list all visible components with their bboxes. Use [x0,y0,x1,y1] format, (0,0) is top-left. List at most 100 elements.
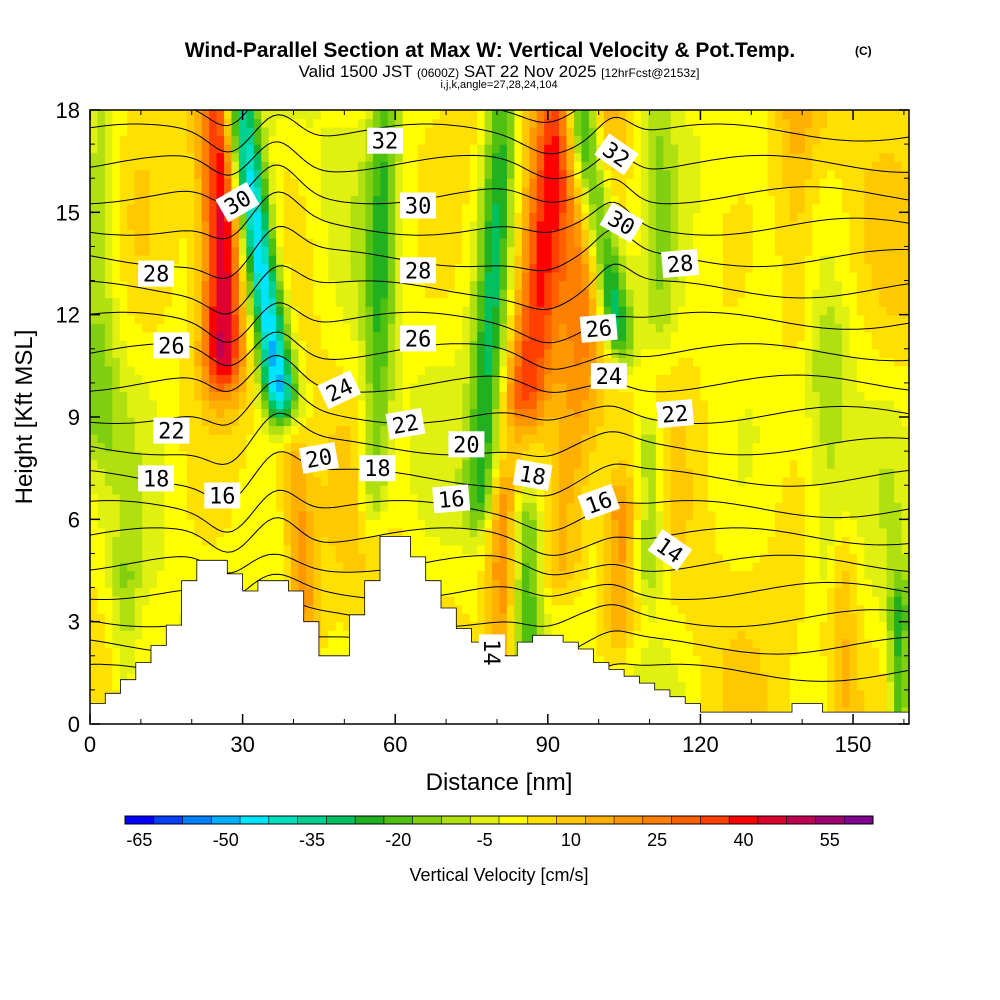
velocity-cell [871,510,880,520]
velocity-cell [715,604,724,614]
velocity-cell [246,357,255,367]
velocity-cell [410,468,419,478]
velocity-cell [104,442,113,452]
velocity-cell [477,365,486,375]
velocity-cell [425,417,434,427]
velocity-cell [707,579,717,589]
velocity-cell [119,365,128,375]
velocity-cell [253,527,262,537]
velocity-cell [797,399,806,410]
velocity-cell [402,434,411,444]
velocity-cell [819,536,828,546]
velocity-cell [663,672,672,682]
velocity-cell [588,544,597,555]
velocity-cell [559,434,568,444]
velocity-cell [678,485,687,495]
velocity-cell [812,493,821,503]
velocity-cell [343,519,352,529]
velocity-cell [276,434,285,444]
velocity-cell [655,391,664,401]
velocity-cell [559,459,568,469]
velocity-cell [506,442,515,452]
velocity-cell [827,570,836,580]
velocity-cell [134,374,143,384]
velocity-cell [827,604,836,614]
velocity-cell [648,621,657,631]
velocity-cell [112,365,121,375]
velocity-cell [752,544,761,555]
velocity-cell [626,408,635,418]
velocity-cell [864,408,873,418]
velocity-cell [477,553,486,563]
velocity-cell [633,485,642,495]
velocity-cell [142,544,151,555]
velocity-cell [119,451,128,461]
velocity-cell [640,382,650,393]
velocity-cell [410,510,419,520]
velocity-cell [871,442,880,452]
velocity-cell [90,536,99,546]
velocity-cell [231,417,240,427]
velocity-cell [663,468,672,478]
velocity-cell [328,638,337,648]
velocity-cell [477,485,486,495]
velocity-cell [715,553,724,563]
velocity-cell [901,365,909,375]
velocity-cell [685,493,694,503]
velocity-cell [737,706,746,717]
velocity-cell [521,391,530,401]
velocity-cell [134,630,143,640]
velocity-cell [119,544,128,555]
velocity-cell [477,536,486,546]
velocity-cell [752,510,761,520]
velocity-cell [588,417,597,427]
velocity-cell [618,664,627,674]
velocity-cell [127,502,136,512]
velocity-cell [320,527,329,537]
velocity-cell [112,374,121,384]
velocity-cell [343,451,352,461]
velocity-cell [879,587,888,597]
velocity-cell [343,434,352,444]
velocity-cell [886,681,895,691]
velocity-cell [410,536,419,546]
velocity-cell [104,391,113,401]
velocity-cell [372,374,381,384]
velocity-cell [119,664,128,674]
velocity-cell [462,519,471,529]
velocity-cell [737,527,746,537]
velocity-cell [566,468,575,478]
velocity-cell [685,681,694,691]
velocity-cell [901,613,909,623]
velocity-cell [477,408,486,418]
velocity-cell [789,672,798,682]
velocity-cell [484,493,493,503]
velocity-cell [827,587,836,597]
velocity-cell [879,544,888,555]
velocity-cell [224,459,233,469]
velocity-cell [737,459,746,469]
velocity-cell [901,689,909,700]
velocity-cell [648,425,657,435]
velocity-cell [834,459,843,469]
velocity-cell [112,510,121,520]
velocity-cell [246,561,255,572]
velocity-cell [97,561,106,572]
velocity-cell [774,630,784,640]
velocity-cell [536,596,545,606]
velocity-cell [112,408,121,418]
velocity-cell [707,510,717,520]
velocity-cell [886,655,895,665]
velocity-cell [551,382,560,393]
velocity-cell [581,408,590,418]
velocity-cell [402,468,411,478]
velocity-cell [276,485,285,495]
velocity-cell [782,647,791,657]
velocity-cell [90,681,99,691]
velocity-cell [313,417,322,427]
velocity-cell [655,579,664,589]
velocity-cell [730,630,739,640]
velocity-cell [685,510,694,520]
velocity-cell [841,476,851,486]
velocity-cell [767,476,776,486]
